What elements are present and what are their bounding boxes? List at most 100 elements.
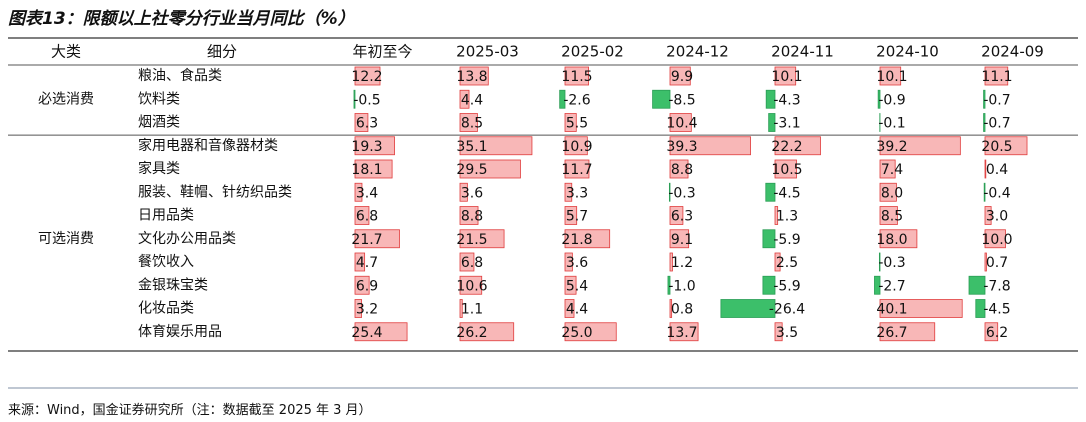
- bar-negative: [559, 89, 566, 109]
- row-label: 化妆品类: [138, 301, 194, 317]
- bar-positive: [774, 66, 797, 86]
- bar-positive: [564, 182, 573, 202]
- value-label: 39.2: [876, 139, 907, 155]
- bar-positive: [564, 299, 575, 318]
- row-label: 体育娱乐用品: [138, 324, 222, 340]
- value-label: -4.5: [773, 185, 800, 201]
- row-label: 餐饮收入: [138, 254, 194, 270]
- value-label: 11.5: [561, 69, 592, 85]
- value-label: 10.6: [456, 278, 487, 294]
- bar-negative: [877, 89, 881, 109]
- value-label: 13.8: [456, 69, 487, 85]
- value-label: 0.4: [986, 162, 1008, 178]
- row-label: 文化办公用品类: [138, 231, 236, 247]
- value-label: 22.2: [771, 139, 802, 155]
- source-note: 来源：Wind，国金证券研究所（注：数据截至 2025 年 3 月）: [8, 403, 372, 418]
- bar-negative: [765, 182, 776, 202]
- value-label: 1.2: [671, 255, 693, 271]
- data-table-with-bars: 大类 细分 年初至今 2025-03 2025-02 2024-12 2024-11 2024…: [8, 37, 1078, 389]
- value-label: -8.5: [668, 92, 695, 108]
- bar-positive: [564, 275, 577, 295]
- value-label: 18.1: [351, 162, 382, 178]
- bar-positive: [354, 113, 369, 132]
- bar-positive: [354, 66, 381, 86]
- header-period: 2024-10: [876, 43, 939, 61]
- bar-positive: [879, 322, 936, 342]
- value-label: -4.5: [983, 302, 1010, 318]
- value-label: 10.1: [876, 69, 907, 85]
- header-period: 2025-03: [456, 43, 519, 61]
- bar-negative: [762, 229, 776, 249]
- bar-positive: [879, 66, 902, 86]
- value-label: 0.7: [986, 255, 1008, 271]
- bar-positive: [774, 252, 781, 272]
- bar-negative: [975, 299, 986, 318]
- value-label: 8.5: [881, 209, 903, 225]
- value-label: 11.7: [561, 162, 592, 178]
- row-label: 家具类: [138, 160, 180, 177]
- value-label: 2.5: [776, 255, 798, 271]
- bar-positive: [984, 322, 999, 342]
- row-label: 家用电器和音像器材类: [138, 137, 278, 154]
- value-label: 3.4: [356, 185, 378, 201]
- value-label: 21.7: [351, 232, 382, 248]
- value-label: -0.7: [983, 92, 1010, 108]
- bar-positive: [459, 113, 478, 132]
- row-label: 日用品类: [138, 208, 194, 224]
- bar-positive: [354, 229, 400, 249]
- bar-positive: [774, 206, 779, 225]
- row-label: 饮料类: [138, 91, 180, 107]
- value-label: 9.1: [671, 232, 693, 248]
- bar-negative: [874, 275, 881, 295]
- bar-positive: [669, 229, 690, 249]
- value-label: 10.5: [771, 162, 802, 178]
- value-label: 10.4: [666, 116, 697, 132]
- value-label: 3.6: [566, 255, 588, 271]
- bar-positive: [984, 229, 1006, 249]
- bar-negative: [983, 182, 986, 202]
- bar-positive: [669, 113, 692, 132]
- bar-positive: [669, 136, 751, 156]
- value-label: -0.1: [878, 116, 905, 132]
- bar-negative: [765, 89, 776, 109]
- bar-positive: [354, 182, 363, 202]
- value-label: 10.0: [981, 232, 1012, 248]
- bar-positive: [459, 229, 505, 249]
- figure-title: 图表13：限额以上社零分行业当月同比（%）: [8, 9, 355, 29]
- value-label: -2.6: [563, 92, 590, 108]
- bar-positive: [459, 182, 468, 202]
- value-label: 3.2: [356, 302, 378, 318]
- bar-positive: [879, 229, 918, 249]
- value-label: 18.0: [876, 232, 907, 248]
- bar-positive: [459, 322, 515, 342]
- row-label: 粮油、食品类: [138, 67, 222, 84]
- value-label: -0.7: [983, 116, 1010, 132]
- header-period: 2024-09: [981, 43, 1044, 61]
- bar-positive: [669, 252, 673, 272]
- value-label: 8.8: [461, 209, 483, 225]
- bar-positive: [564, 66, 589, 86]
- value-label: 29.5: [456, 162, 487, 178]
- bar-positive: [879, 136, 961, 156]
- bar-negative: [667, 275, 671, 295]
- value-label: 11.1: [981, 69, 1012, 85]
- value-label: 8.8: [671, 162, 693, 178]
- value-label: 4.7: [356, 255, 378, 271]
- value-label: -5.9: [773, 232, 800, 248]
- bar-positive: [459, 89, 470, 109]
- bar-positive: [459, 66, 489, 86]
- bar-positive: [564, 229, 611, 249]
- value-label: 26.2: [456, 325, 487, 341]
- header-period: 2024-11: [771, 43, 834, 61]
- bar-positive: [879, 299, 963, 318]
- bar-positive: [354, 252, 366, 272]
- bar-positive: [354, 275, 370, 295]
- value-label: -3.1: [773, 116, 800, 132]
- bar-negative: [720, 299, 776, 318]
- bar-negative: [878, 252, 881, 272]
- bar-positive: [879, 206, 898, 225]
- bar-positive: [669, 299, 673, 318]
- value-label: 13.7: [666, 325, 697, 341]
- value-label: 6.2: [986, 325, 1008, 341]
- bar-positive: [354, 159, 393, 179]
